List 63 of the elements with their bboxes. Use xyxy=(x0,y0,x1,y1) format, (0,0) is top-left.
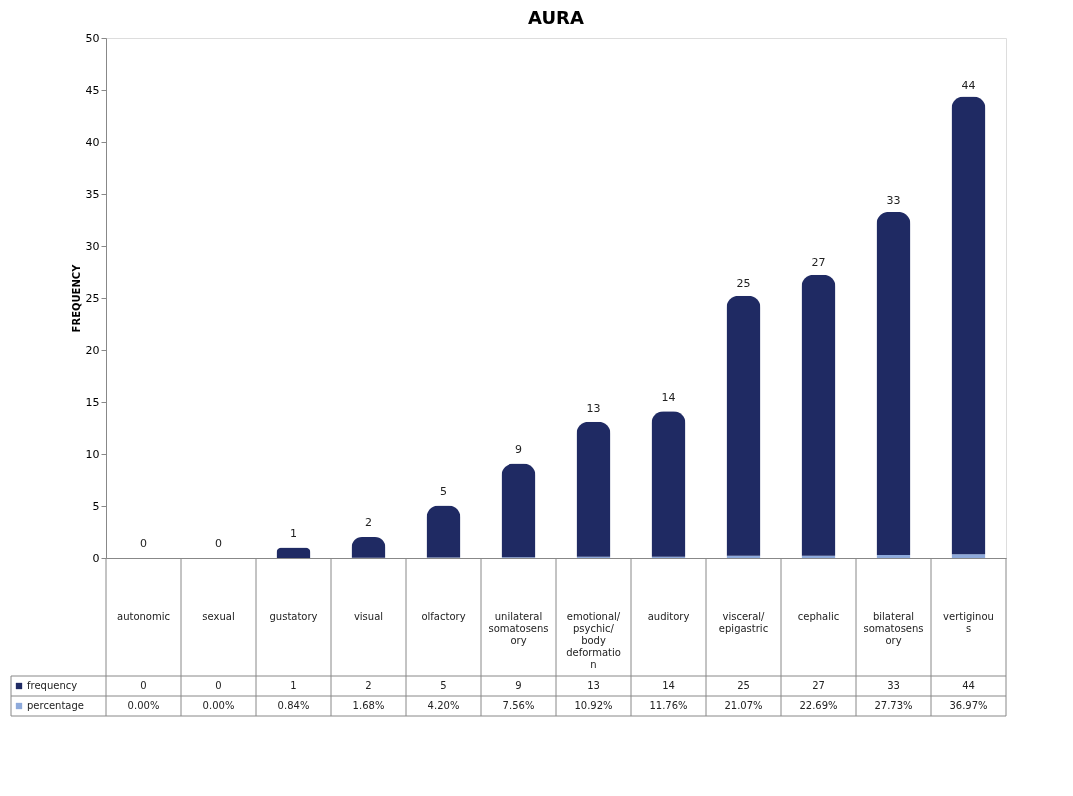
data-label: 27 xyxy=(812,680,825,691)
data-label: 25 xyxy=(737,680,750,691)
data-label: 1 xyxy=(290,680,297,691)
x-tick-label: vertiginous xyxy=(943,611,994,634)
annotation: 13 xyxy=(586,401,601,415)
data-label: 1.68% xyxy=(352,700,385,711)
y-tick-label: 0 xyxy=(92,551,100,565)
data-label: 10.92% xyxy=(574,700,613,711)
y-tick-label: 35 xyxy=(85,187,100,201)
x-tick-label: olfactory xyxy=(421,611,466,622)
x-tick-label: auditory xyxy=(647,611,690,622)
data-label: 0.00% xyxy=(127,700,160,711)
data-label: 22.69% xyxy=(799,700,838,711)
data-label: 5 xyxy=(440,680,447,691)
annotation: 27 xyxy=(811,256,826,270)
data-label: 0.84% xyxy=(277,700,310,711)
data-label: 11.76% xyxy=(649,700,688,711)
annotation: 14 xyxy=(661,391,676,405)
annotation: 5 xyxy=(440,485,447,498)
data-label: 0 xyxy=(140,680,147,691)
x-tick-label: visual xyxy=(353,611,384,622)
x-tick-label: autonomic xyxy=(117,611,170,622)
x-tick-label: emotional/psychic/body deformation xyxy=(566,611,621,670)
x-tick-label: cephalic xyxy=(797,611,840,622)
legend-label: frequency xyxy=(27,680,78,691)
data-label: 13 xyxy=(587,680,600,691)
data-label: 4.20% xyxy=(427,700,460,711)
annotation: 0 xyxy=(215,537,222,550)
annotation: 25 xyxy=(736,277,751,290)
y-axis-title: FREQUENCY xyxy=(70,263,82,333)
y-tick-label: 25 xyxy=(85,291,100,305)
x-tick-label: visceral/epigastric xyxy=(718,611,769,634)
x-tick-label: sexual xyxy=(202,611,235,622)
x-tick-label: gustatory xyxy=(269,611,318,622)
x-tick-label: unilateral somatosensory xyxy=(488,611,549,646)
data-label: 9 xyxy=(515,680,522,691)
data-label: 27.73% xyxy=(874,700,913,711)
y-tick-label: 20 xyxy=(85,343,100,357)
y-tick-label: 10 xyxy=(85,447,100,461)
x-tick-label: bilateral somatosensory xyxy=(863,611,924,646)
chart-title: AURA xyxy=(528,7,584,28)
data-label: 14 xyxy=(662,680,675,691)
annotation: 2 xyxy=(365,516,372,530)
data-label: 33 xyxy=(887,680,900,691)
y-tick-label: 30 xyxy=(85,239,100,253)
legend-label: percentage xyxy=(27,700,84,711)
data-label: 2 xyxy=(365,680,372,691)
data-label: 0.00% xyxy=(202,700,235,711)
annotation: 44 xyxy=(961,79,976,93)
annotation: 0 xyxy=(140,537,147,550)
data-label: 0 xyxy=(215,680,222,691)
data-label: 7.56% xyxy=(502,700,535,711)
y-tick-label: 5 xyxy=(92,499,100,513)
annotation: 1 xyxy=(290,526,297,540)
y-tick-label: 15 xyxy=(85,395,100,409)
y-tick-label: 40 xyxy=(85,135,100,149)
y-tick-label: 50 xyxy=(85,31,100,45)
data-label: 21.07% xyxy=(724,700,763,711)
data-label: 36.97% xyxy=(949,700,988,711)
annotation: 9 xyxy=(515,443,522,457)
annotation: 33 xyxy=(886,193,901,207)
data-label: 44 xyxy=(962,680,975,691)
y-tick-label: 45 xyxy=(85,83,100,97)
